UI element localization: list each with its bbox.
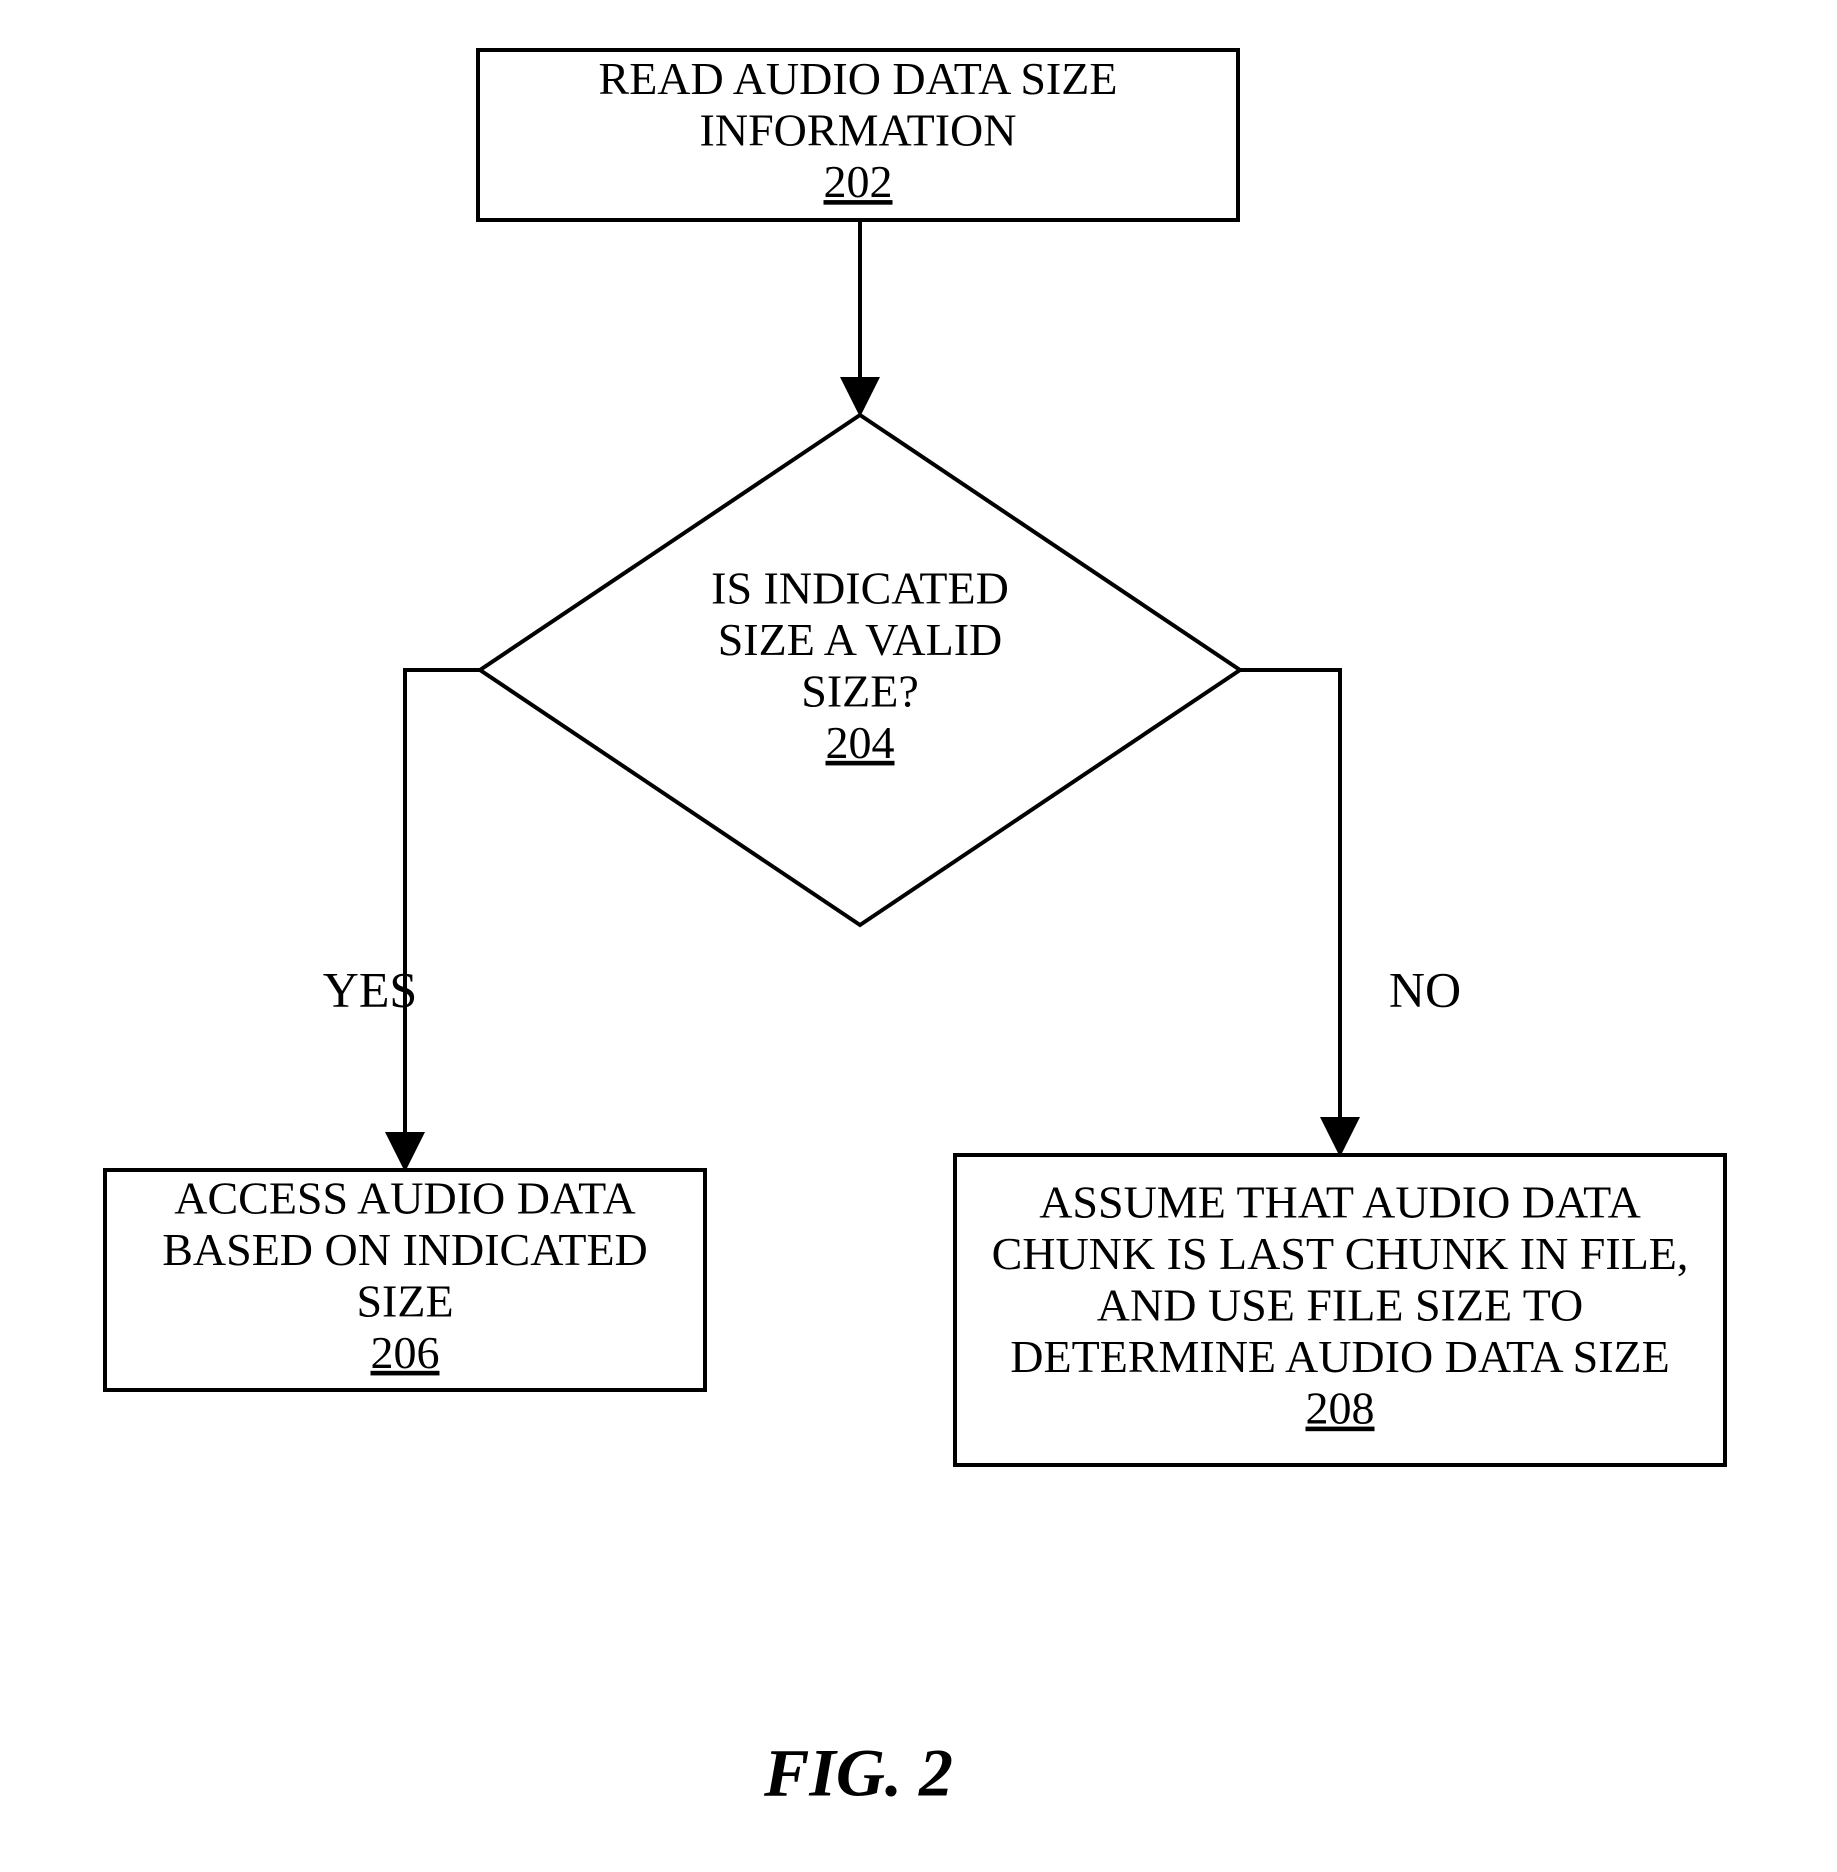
edge (405, 670, 480, 1140)
node-ref: 202 (824, 156, 893, 207)
node-n208: ASSUME THAT AUDIO DATACHUNK IS LAST CHUN… (955, 1155, 1725, 1465)
node-text: INFORMATION (700, 105, 1017, 156)
node-ref: 204 (826, 717, 895, 768)
node-text: SIZE? (801, 665, 919, 716)
edge (1240, 670, 1340, 1125)
node-text: CHUNK IS LAST CHUNK IN FILE, (992, 1228, 1689, 1279)
node-text: IS INDICATED (711, 562, 1009, 613)
node-text: ACCESS AUDIO DATA (174, 1172, 635, 1223)
node-n204: IS INDICATEDSIZE A VALIDSIZE?204 (480, 415, 1240, 925)
node-text: SIZE A VALID (718, 614, 1003, 665)
node-text: DETERMINE AUDIO DATA SIZE (1010, 1331, 1669, 1382)
node-text: READ AUDIO DATA SIZE (599, 53, 1118, 104)
node-text: SIZE (356, 1275, 453, 1326)
node-n202: READ AUDIO DATA SIZEINFORMATION202 (478, 50, 1238, 220)
node-ref: 208 (1306, 1383, 1375, 1434)
node-text: AND USE FILE SIZE TO (1097, 1280, 1583, 1331)
node-text: ASSUME THAT AUDIO DATA (1039, 1177, 1641, 1228)
node-n206: ACCESS AUDIO DATABASED ON INDICATEDSIZE2… (105, 1170, 705, 1390)
edge-label: NO (1389, 961, 1461, 1017)
figure-label: FIG. 2 (763, 1735, 953, 1811)
node-ref: 206 (371, 1327, 440, 1378)
edge-label: YES (323, 961, 417, 1017)
node-text: BASED ON INDICATED (162, 1224, 648, 1275)
